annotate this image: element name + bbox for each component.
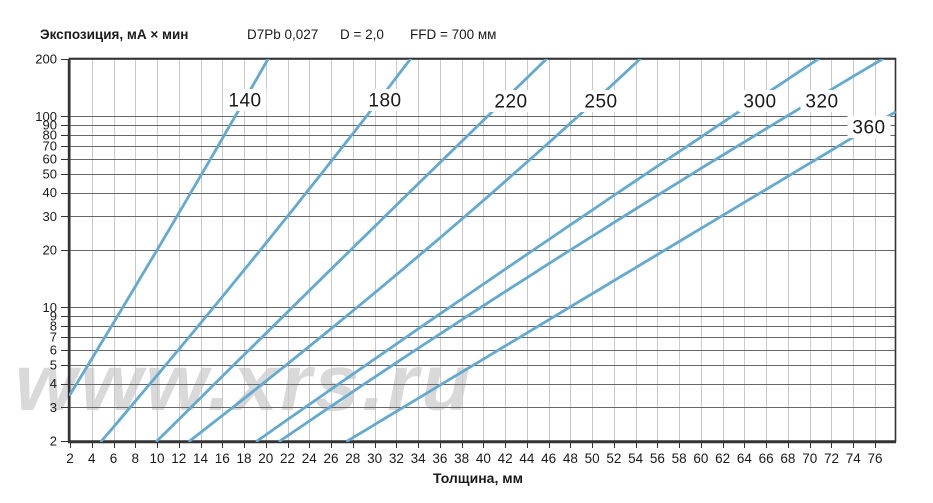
x-tick-label: 24 [302, 451, 318, 466]
x-tick-label: 66 [759, 451, 774, 466]
x-tick-label: 74 [846, 451, 862, 466]
ffd-label: FFD = 700 мм [410, 27, 497, 42]
y-tick-label: 9 [50, 309, 57, 324]
horizontal-gridlines [70, 58, 895, 443]
x-tick-label: 36 [432, 451, 447, 466]
curve-220 [155, 59, 548, 442]
x-tick-label: 12 [171, 451, 186, 466]
y-tick-label: 20 [43, 243, 57, 258]
curve-label-220: 220 [494, 92, 527, 113]
curve-label-box [847, 116, 891, 138]
x-tick-label: 54 [628, 451, 644, 466]
curve-320 [278, 59, 884, 442]
y-tick-label: 80 [43, 128, 57, 143]
curve-300 [255, 59, 820, 442]
y-tick-label: 100 [35, 109, 57, 124]
x-tick-label: 14 [193, 451, 209, 466]
y-tick-label: 10 [43, 300, 57, 315]
x-tick-label: 16 [215, 451, 230, 466]
curve-label-box [579, 90, 623, 112]
y-tick-label: 3 [50, 400, 57, 415]
y-tick-label: 90 [43, 118, 57, 133]
y-tick-label: 200 [35, 52, 57, 67]
x-tick-label: 72 [824, 451, 839, 466]
curve-label-box [489, 90, 533, 112]
y-tick-label: 7 [50, 330, 57, 345]
y-tick-label: 2 [50, 434, 57, 449]
x-tick-label: 10 [150, 451, 165, 466]
x-tick-label: 26 [324, 451, 339, 466]
curve-label-320: 320 [805, 92, 838, 113]
curve-label-360: 360 [852, 118, 885, 139]
x-axis-title: Толщина, мм [433, 470, 523, 486]
y-tick-label: 60 [43, 151, 57, 166]
x-tick-label: 58 [672, 451, 687, 466]
density-label: D = 2,0 [340, 27, 384, 42]
x-tick-label: 60 [693, 451, 708, 466]
x-tick-label: 2 [66, 451, 74, 466]
y-tick-label: 30 [43, 209, 57, 224]
film-type-label: D7Pb 0,027 [247, 27, 319, 42]
curve-label-box [223, 89, 267, 111]
y-axis-title: Экспозиция, мА × мин [40, 27, 189, 42]
x-tick-label: 38 [454, 451, 469, 466]
x-tick-label: 52 [606, 451, 621, 466]
curve-labels: 140 180 220 250 300 320 360 [223, 89, 891, 139]
curve-140 [69, 59, 270, 396]
x-tick-label: 44 [519, 451, 535, 466]
x-tick-label: 6 [110, 451, 118, 466]
x-tick-label: 62 [715, 451, 730, 466]
x-tick-label: 30 [367, 451, 382, 466]
x-tick-labels: 2 4 6 8 10 12 14 16 18 20 22 24 26 28 30 32 34 36 38 40 42 44… [66, 451, 882, 466]
y-tick-label: 8 [50, 319, 57, 334]
x-tick-label: 42 [498, 451, 513, 466]
y-tick-label: 40 [43, 185, 57, 200]
x-tick-label: 40 [476, 451, 491, 466]
x-tick-label: 50 [585, 451, 600, 466]
x-axis-title-group: Толщина, мм [433, 470, 523, 486]
x-tick-label: 76 [867, 451, 882, 466]
curve-label-box [363, 89, 407, 111]
curve-label-300: 300 [743, 92, 776, 113]
curve-360 [346, 111, 896, 442]
x-tick-label: 56 [650, 451, 665, 466]
curve-label-180: 180 [368, 91, 401, 112]
y-tick-label: 50 [43, 166, 57, 181]
x-tick-label: 34 [411, 451, 427, 466]
curve-label-box [738, 90, 782, 112]
x-tick-label: 64 [737, 451, 753, 466]
x-tick-label: 68 [780, 451, 795, 466]
curve-label-140: 140 [228, 91, 261, 112]
curve-label-box [800, 90, 844, 112]
y-tick-label: 5 [50, 357, 57, 372]
x-tick-label: 32 [389, 451, 404, 466]
x-tick-label: 22 [280, 451, 295, 466]
curve-180 [100, 59, 412, 442]
curve-250 [188, 59, 642, 442]
plot-border [67, 57, 897, 444]
x-tick-label: 4 [88, 451, 96, 466]
x-tick-label: 28 [345, 451, 360, 466]
curve-label-250: 250 [584, 92, 617, 113]
x-tick-label: 48 [563, 451, 578, 466]
x-tick-label: 20 [258, 451, 273, 466]
x-tick-label: 46 [541, 451, 556, 466]
x-tick-label: 8 [132, 451, 140, 466]
y-tick-label: 70 [43, 139, 57, 154]
y-tick-label: 4 [50, 376, 57, 391]
x-tick-label: 70 [802, 451, 817, 466]
curves [69, 59, 896, 442]
x-tick-label: 18 [237, 451, 252, 466]
y-tick-label: 6 [50, 342, 57, 357]
